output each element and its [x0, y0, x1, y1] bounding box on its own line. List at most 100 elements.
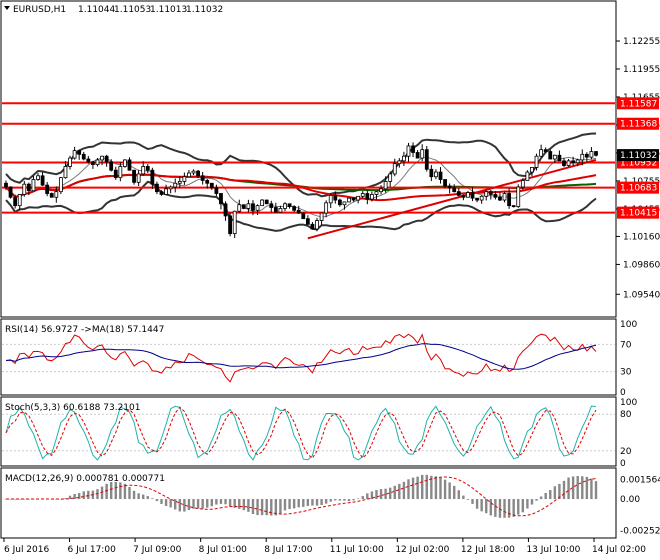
level-price-label: 1.11368 [620, 120, 657, 130]
candle-body [557, 154, 562, 162]
macd-histogram-bar [562, 480, 566, 500]
macd-histogram-bar [480, 499, 483, 512]
macd-histogram-bar [347, 499, 351, 502]
candle-body [196, 170, 200, 177]
candle-body [584, 153, 589, 158]
macd-histogram-bar [421, 474, 424, 500]
candle-body [45, 184, 50, 194]
candle-body [566, 160, 571, 166]
macd-histogram-bar [18, 499, 21, 500]
price-axis-label: 1.10160 [623, 232, 660, 242]
candle-body [580, 153, 585, 161]
candle-body [173, 182, 178, 188]
macd-histogram-bar [416, 476, 419, 500]
candle-body [337, 199, 342, 206]
candle-body [415, 152, 420, 159]
bollinger-upper-band [5, 132, 597, 198]
macd-histogram-bar [407, 479, 410, 500]
candle-body [145, 166, 150, 171]
candle-body [324, 202, 329, 214]
rsi-panel[interactable] [0, 318, 617, 396]
macd-histogram-bar [238, 499, 241, 509]
macd-histogram-bar [320, 499, 323, 505]
candle-body [452, 187, 457, 193]
macd-histogram-bar [430, 475, 433, 500]
candle-body [369, 194, 374, 200]
price-axis-label: 1.12255 [623, 37, 660, 47]
level-price-label: 1.11587 [620, 99, 657, 109]
macd-histogram-bar [68, 495, 72, 500]
chevron-down-icon[interactable] [4, 6, 10, 10]
macd-histogram-bar [448, 482, 451, 500]
macd-histogram-bar [343, 499, 346, 501]
candle-body [36, 175, 40, 180]
price-panel[interactable] [0, 0, 617, 318]
candle-body [493, 194, 498, 198]
macd-histogram-bar [114, 481, 117, 500]
candle-body [136, 173, 141, 183]
candle-body [123, 159, 127, 167]
macd-histogram-bar [338, 499, 342, 501]
macd-signal-line [6, 476, 597, 517]
candle-body [383, 180, 388, 190]
macd-histogram-bar [475, 499, 479, 509]
macd-histogram-bar [498, 499, 502, 518]
candle-body [429, 168, 434, 178]
candle-body [292, 206, 297, 211]
macd-histogram-bar [590, 478, 593, 500]
macd-histogram-bar [530, 499, 534, 505]
candle-body [81, 153, 86, 160]
candle-body [589, 151, 594, 158]
price-axis-label: 1.09540 [623, 290, 660, 300]
candle-body [365, 193, 370, 200]
candle-body [424, 149, 429, 170]
stoch-plot [2, 405, 615, 461]
macd-histogram-bar [9, 499, 12, 500]
macd-histogram-bar [164, 499, 168, 506]
macd-histogram-bar [507, 499, 511, 518]
candle-body [72, 150, 77, 159]
macd-histogram-bar [503, 499, 506, 518]
macd-histogram-bar [379, 489, 383, 500]
macd-histogram-bar [324, 499, 328, 504]
candle-body [356, 195, 361, 201]
candle-body [406, 145, 411, 157]
candle-body [155, 183, 159, 193]
macd-histogram-bar [411, 477, 415, 500]
macd-histogram-bar [315, 499, 319, 506]
macd-histogram-bar [242, 499, 246, 511]
candle-body [525, 171, 530, 181]
candle-body [177, 180, 182, 184]
candle-body [187, 172, 191, 178]
time-axis-label: 7 Jul 09:00 [133, 545, 182, 555]
candle-body [255, 205, 260, 211]
candle-body [17, 194, 22, 207]
macd-histogram-bar [146, 496, 149, 500]
macd-histogram-bar [535, 499, 538, 501]
macd-histogram-bar [356, 498, 360, 500]
macd-histogram-bar [210, 499, 214, 507]
candle-body [479, 195, 484, 201]
candle-body [58, 177, 63, 193]
level-price-tag [617, 206, 659, 219]
chart-ohlc-close: 1.11032 [186, 5, 223, 15]
macd-histogram-bar [402, 481, 406, 500]
macd-histogram-bar [155, 499, 159, 502]
candle-body [534, 155, 539, 168]
macd-histogram-bar [393, 485, 396, 500]
macd-histogram-bar [489, 499, 493, 516]
macd-histogram-bar [64, 498, 67, 500]
macd-histogram-bar [544, 493, 547, 500]
stoch-label: Stoch(5,3,3) 60.6188 73.2101 [5, 403, 140, 413]
candle-body [104, 155, 109, 163]
candle-body [374, 191, 379, 195]
candle-body [319, 212, 324, 221]
candle-body [328, 194, 333, 204]
time-axis-label: 6 Jul 17:00 [68, 545, 117, 555]
macd-histogram-bar [228, 499, 232, 507]
price-axis-label: 1.09860 [623, 260, 660, 270]
chart-ohlc-open: 1.11044 [78, 5, 115, 15]
macd-histogram-bar [233, 499, 236, 508]
trendline [307, 158, 597, 240]
